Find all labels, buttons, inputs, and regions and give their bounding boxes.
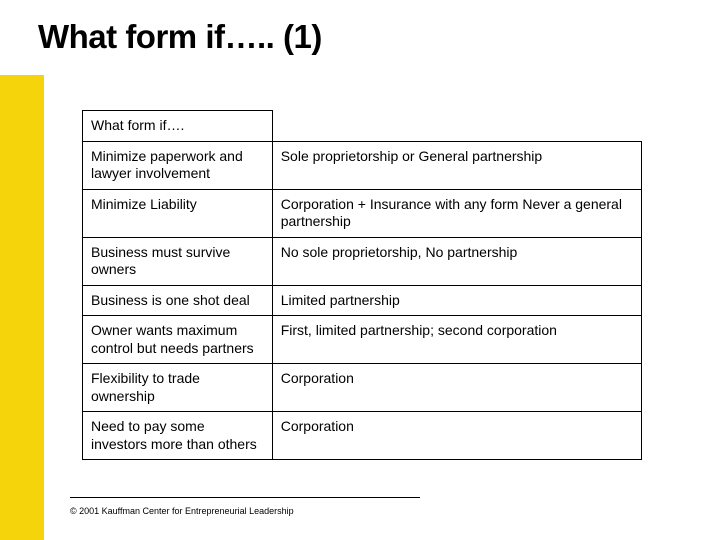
table-row: Minimize paperwork and lawyer involvemen… [83, 141, 642, 189]
cell-answer: First, limited partnership; second corpo… [272, 316, 641, 364]
table-row: Need to pay some investors more than oth… [83, 412, 642, 460]
table-row: Business must survive owners No sole pro… [83, 237, 642, 285]
copyright-text: © 2001 Kauffman Center for Entrepreneuri… [70, 506, 294, 516]
cell-condition: Need to pay some investors more than oth… [83, 412, 273, 460]
cell-answer: Corporation [272, 412, 641, 460]
table-row: Owner wants maximum control but needs pa… [83, 316, 642, 364]
cell-answer: No sole proprietorship, No partnership [272, 237, 641, 285]
table-header-empty [272, 111, 641, 142]
cell-answer: Corporation [272, 364, 641, 412]
form-table: What form if…. Minimize paperwork and la… [82, 110, 642, 460]
cell-condition: Business is one shot deal [83, 285, 273, 316]
cell-condition: Owner wants maximum control but needs pa… [83, 316, 273, 364]
table-header-row: What form if…. [83, 111, 642, 142]
cell-answer: Corporation + Insurance with any form Ne… [272, 189, 641, 237]
cell-condition: Minimize paperwork and lawyer involvemen… [83, 141, 273, 189]
table-header-cell: What form if…. [83, 111, 273, 142]
slide-title: What form if….. (1) [38, 18, 322, 56]
accent-sidebar [0, 75, 44, 540]
cell-condition: Flexibility to trade ownership [83, 364, 273, 412]
footer-divider [70, 497, 420, 498]
table-row: Flexibility to trade ownership Corporati… [83, 364, 642, 412]
cell-condition: Business must survive owners [83, 237, 273, 285]
cell-condition: Minimize Liability [83, 189, 273, 237]
table-row: Minimize Liability Corporation + Insuran… [83, 189, 642, 237]
table-row: Business is one shot deal Limited partne… [83, 285, 642, 316]
cell-answer: Limited partnership [272, 285, 641, 316]
cell-answer: Sole proprietorship or General partnersh… [272, 141, 641, 189]
